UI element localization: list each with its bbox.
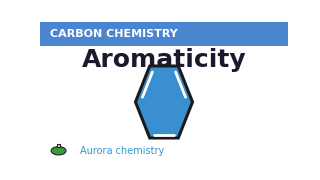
Bar: [40, 22, 288, 46]
Bar: [57, 144, 60, 147]
Circle shape: [51, 147, 66, 155]
Text: Aurora chemistry: Aurora chemistry: [80, 146, 164, 156]
Polygon shape: [135, 66, 193, 138]
Text: Aromaticity: Aromaticity: [82, 48, 246, 72]
Text: CARBON CHEMISTRY: CARBON CHEMISTRY: [50, 29, 178, 39]
